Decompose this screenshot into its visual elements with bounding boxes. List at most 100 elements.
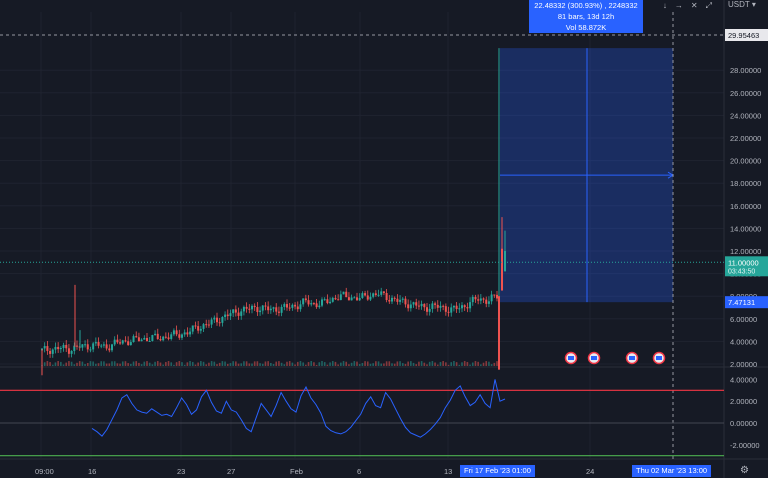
candle-body [377, 294, 380, 296]
volume-bar [208, 362, 210, 366]
volume-bar [426, 364, 428, 366]
candle-body [385, 292, 388, 301]
volume-bar [442, 361, 444, 366]
volume-bar [288, 361, 291, 366]
volume-bar [256, 361, 259, 366]
indicator-axis[interactable]: 4.00000 2.00000 0.00000 -2.00000 [730, 375, 760, 449]
volume-bar [356, 361, 358, 366]
price-axis[interactable]: 28.00000 26.00000 24.00000 22.00000 20.00000… [725, 29, 768, 369]
volume-bar [453, 361, 455, 366]
time-label: 6 [357, 467, 362, 476]
candle-body [108, 348, 111, 351]
volume-bar [393, 363, 396, 366]
candle-body [331, 297, 334, 302]
candle-body [436, 304, 439, 308]
event-marker-flag [568, 356, 574, 360]
arrow-down-icon[interactable]: ↓ [662, 1, 667, 10]
volume-bar [420, 361, 423, 366]
volume-bar [350, 362, 353, 366]
candle-body [388, 300, 391, 302]
candle-body [175, 330, 178, 335]
volume-bar [89, 361, 92, 366]
indicator-tick-label: 2.00000 [730, 397, 757, 406]
volume-bar [436, 364, 439, 366]
volume-bar [248, 363, 251, 366]
measure-tool[interactable] [0, 12, 724, 459]
arrow-right-icon[interactable]: → [674, 1, 683, 10]
volume-bar [261, 363, 264, 366]
candle-body [199, 328, 202, 331]
volume-bar [458, 364, 461, 366]
candle-body [458, 308, 461, 310]
candle-body [189, 331, 192, 335]
candle-body [62, 344, 65, 348]
volume-bar [92, 361, 94, 366]
volume-bar [340, 362, 342, 366]
volume-bar [181, 362, 183, 366]
volume-bar [156, 361, 159, 366]
candle-body [234, 309, 237, 313]
volume-bar [375, 361, 377, 366]
volume-bar [78, 361, 81, 366]
volume-bar [318, 362, 321, 366]
volume-bar [391, 363, 393, 366]
price-tick-label: 12.00000 [730, 247, 761, 256]
gear-icon[interactable]: ⚙ [740, 465, 749, 476]
expand-icon[interactable]: ⤢ [705, 1, 712, 10]
event-marker-flag [656, 356, 662, 360]
pane-toolbar: ↓ → ✕ ⤢ [642, 0, 718, 12]
volume-bar [275, 361, 278, 366]
volume-bar [235, 361, 237, 366]
price-tick-label: 16.00000 [730, 202, 761, 211]
volume-bar [388, 361, 391, 366]
close-icon[interactable]: ✕ [690, 1, 698, 10]
candle-body [487, 301, 490, 304]
price-tick-label: 24.00000 [730, 111, 761, 120]
volume-bar [310, 361, 313, 366]
candle-body [113, 339, 116, 345]
volume-bar [73, 364, 76, 366]
current-price-label: 11.00000 [728, 258, 759, 267]
volume-bar [186, 362, 189, 366]
candle-body [504, 251, 506, 272]
countdown-label: 03:43:50 [728, 268, 755, 275]
volume-bar [410, 361, 412, 366]
event-markers[interactable] [564, 351, 666, 365]
candle-body [170, 334, 173, 339]
candle-body [232, 309, 235, 314]
candle-body [256, 307, 259, 313]
volume-bar [267, 361, 269, 366]
volume-bar [361, 362, 364, 366]
candle-body [315, 303, 318, 308]
candle-body [307, 300, 310, 305]
candle-body [264, 305, 267, 307]
volume-bar [105, 363, 108, 366]
volume-bars [41, 361, 498, 366]
event-marker [564, 351, 578, 365]
candle-body [100, 345, 103, 347]
candle-body [391, 297, 393, 302]
candle-body [439, 305, 442, 308]
candle-body [167, 337, 170, 339]
candle-body [423, 303, 426, 308]
candle-body [471, 296, 474, 303]
candle-body [372, 293, 375, 297]
candle-body [294, 304, 297, 307]
volume-bar [321, 361, 323, 366]
candle-body [92, 343, 95, 350]
measure-low-badge [725, 296, 768, 309]
volume-bar [229, 363, 232, 366]
candle-body [57, 346, 60, 350]
volume-bar [404, 363, 407, 366]
volume-bar [474, 361, 477, 366]
currency-selector[interactable]: USDT ▾ [728, 0, 756, 10]
volume-bar [299, 361, 302, 366]
volume-bar [480, 364, 482, 366]
candle-body [89, 349, 92, 351]
candle-body [221, 316, 224, 323]
candle-body [84, 344, 87, 346]
candle-body [455, 305, 458, 310]
candle-body [237, 312, 240, 316]
volume-bar [162, 364, 164, 366]
